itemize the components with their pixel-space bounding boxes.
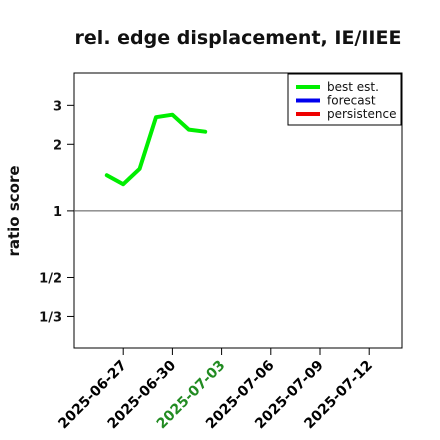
legend-label: best est. (327, 80, 379, 94)
legend-label: forecast (327, 94, 376, 108)
series-line-best-est (104, 112, 208, 187)
y-axis-label: ratio score (5, 165, 23, 256)
y-tick-label: 1/3 (39, 310, 62, 325)
chart-title: rel. edge displacement, IE/IIEE (75, 27, 402, 49)
y-tick-label: 1/2 (39, 271, 62, 286)
y-tick-label: 2 (53, 138, 62, 153)
y-tick-label: 3 (53, 99, 62, 114)
y-tick-label: 1 (53, 205, 62, 220)
legend-label: persistence (327, 107, 396, 121)
